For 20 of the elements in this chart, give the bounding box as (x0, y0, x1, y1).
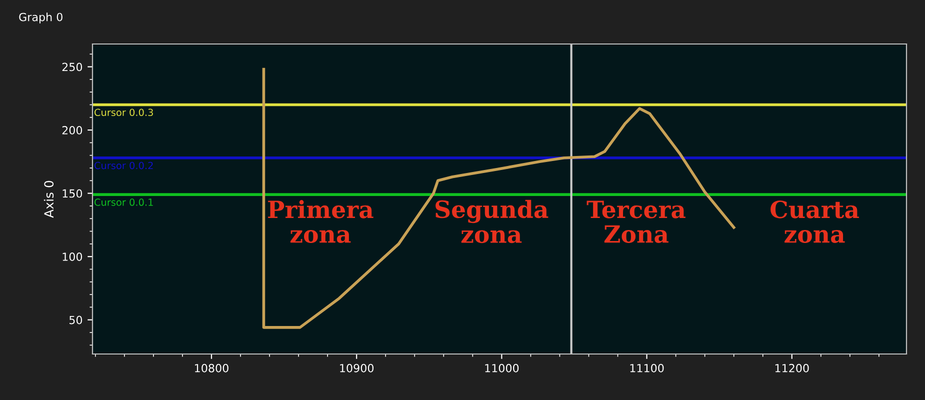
ref-line-label: Cursor 0.0.3 (94, 108, 153, 116)
x-tick-label: 11200 (775, 364, 809, 372)
ref-line-label: Cursor 0.0.1 (94, 198, 153, 206)
ref-line-label: Cursor 0.0.2 (94, 162, 153, 170)
y-tick-label: 150 (62, 189, 82, 198)
line-series (262, 68, 736, 329)
y-tick-label: 200 (62, 126, 82, 134)
x-tick-label: 11000 (485, 364, 519, 372)
x-tick-label: 10800 (195, 364, 228, 372)
y-axis-title: Axis 0 (44, 180, 54, 218)
annotation: Tercera Zona (586, 200, 686, 243)
y-tick-label: 250 (62, 62, 82, 72)
x-tick-label: 10900 (340, 364, 374, 372)
y-tick-label: 100 (62, 252, 82, 261)
x-tick-label: 11100 (630, 364, 664, 372)
annotation: Cuarta zona (770, 200, 859, 243)
y-tick-label: 50 (69, 316, 82, 324)
annotation: Segunda zona (436, 200, 548, 244)
chart-title: Graph 0 (19, 12, 62, 24)
annotation: Primera zona (268, 200, 374, 243)
